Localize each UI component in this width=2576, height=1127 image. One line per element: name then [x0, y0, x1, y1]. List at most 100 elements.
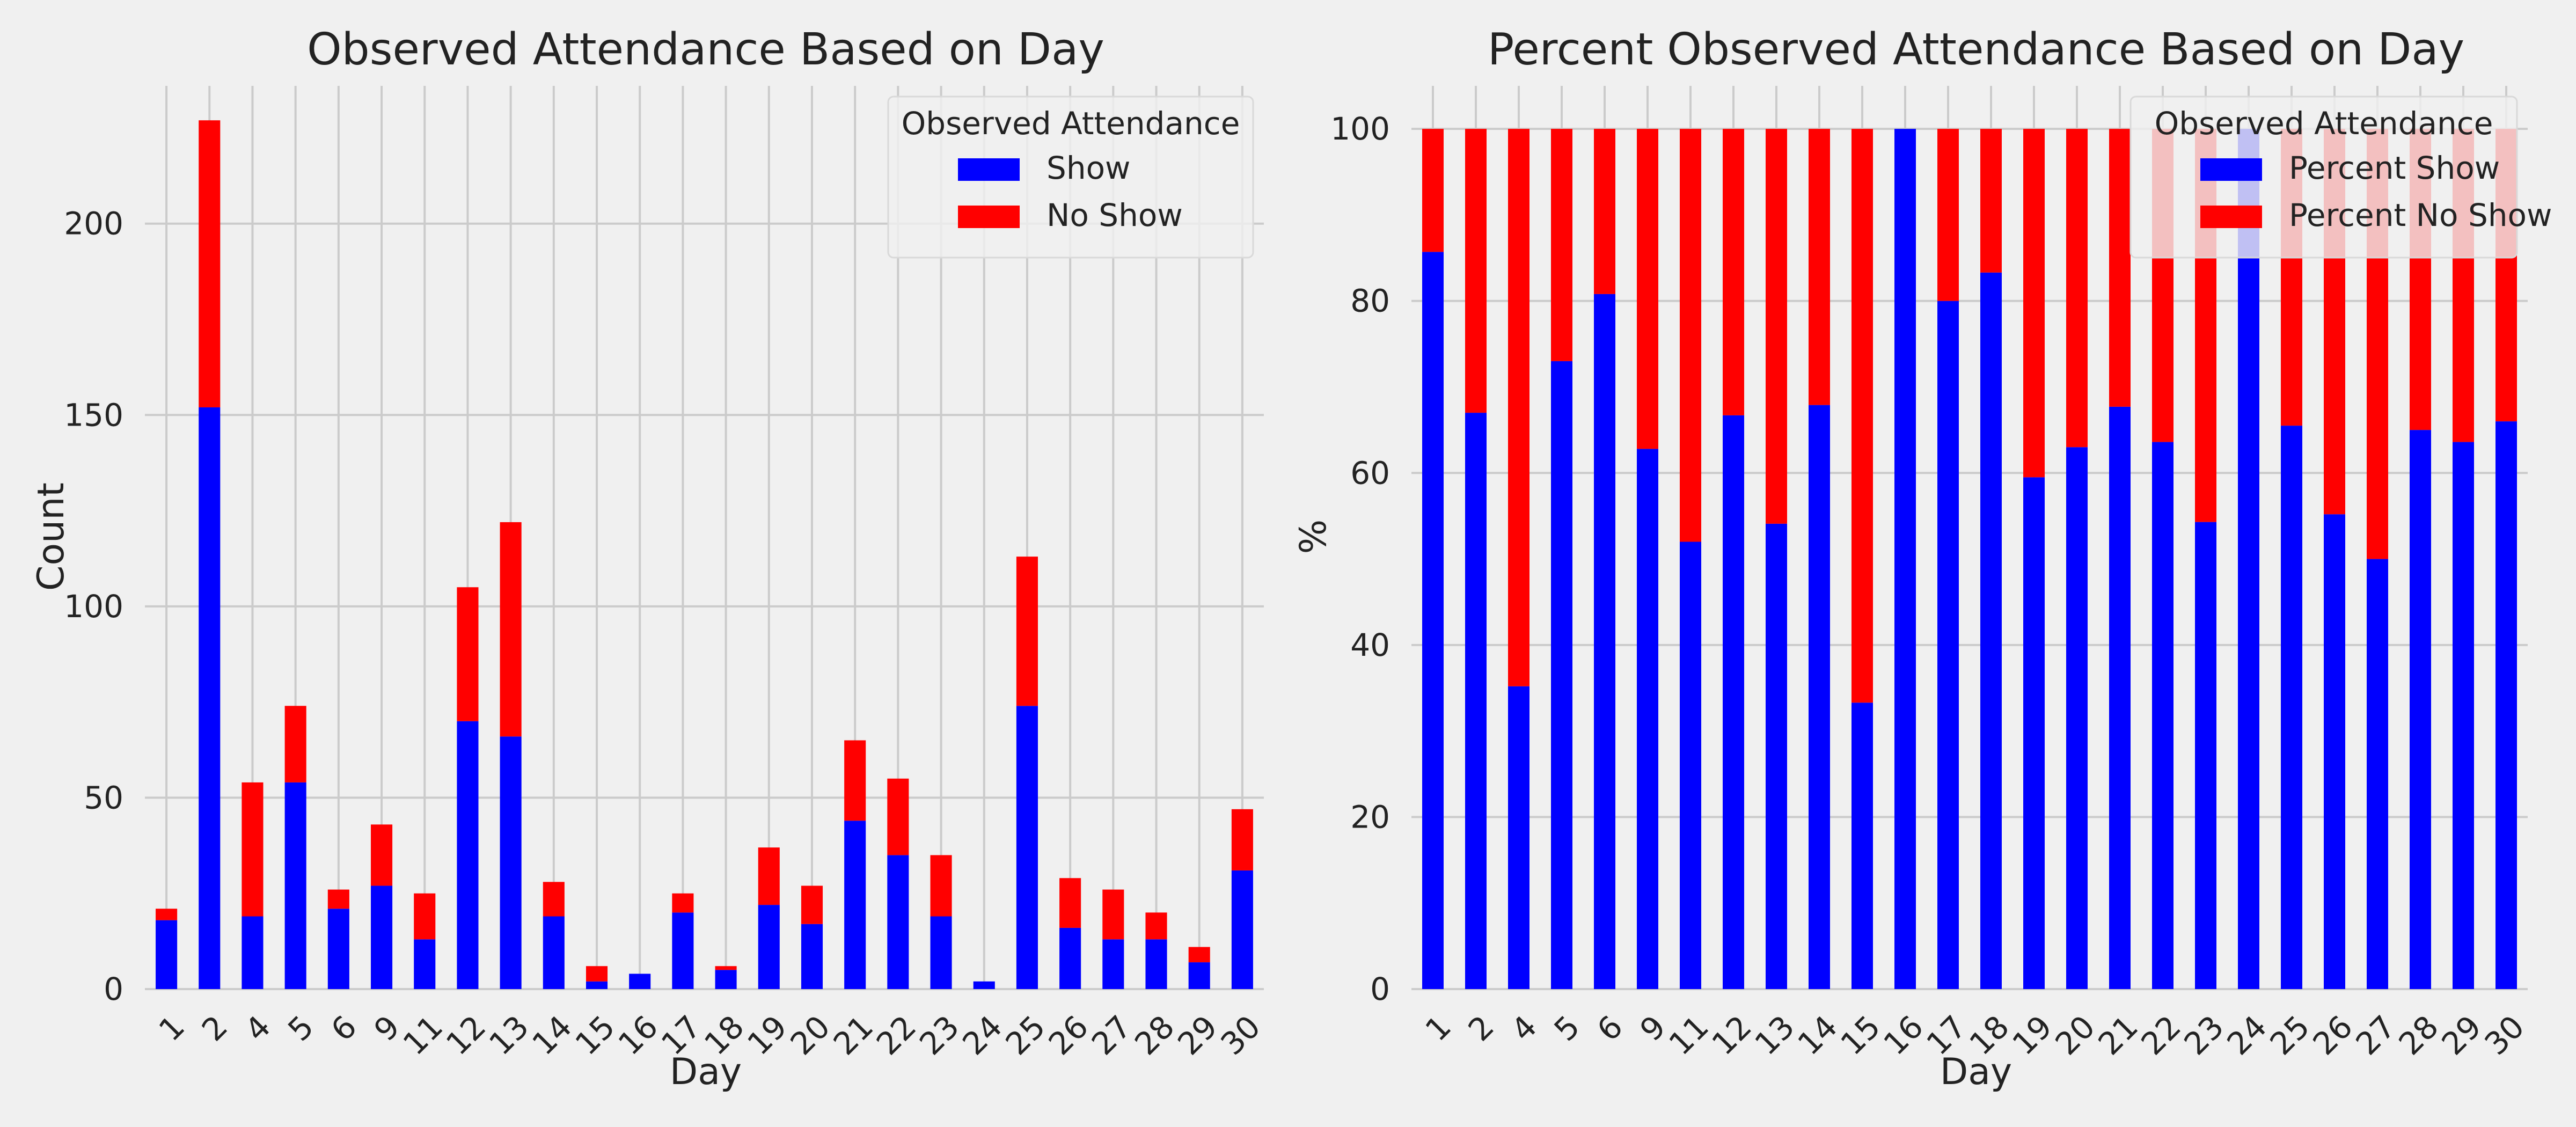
y-tick-label: 50 [84, 779, 123, 816]
y-tick-label: 100 [64, 588, 123, 625]
bar-percent-no-show [1851, 129, 1873, 703]
bar-percent-show [1551, 361, 1572, 989]
bar-percent-no-show [1723, 129, 1744, 415]
x-tick-label: 9 [367, 1008, 407, 1048]
legend: Observed Attendance Percent Show Percent N… [2129, 96, 2552, 259]
bars [156, 120, 1253, 989]
legend-label: Percent No Show [2289, 197, 2552, 233]
bar-no-show [586, 966, 608, 982]
x-tick-label: 30 [2478, 1008, 2531, 1062]
bar-percent-show [1980, 272, 2002, 989]
bar-percent-no-show [1422, 129, 1444, 252]
legend-label: Percent Show [2289, 150, 2500, 186]
bar-no-show [156, 909, 178, 920]
bar-percent-show [2410, 430, 2431, 990]
bar-percent-show [2367, 559, 2388, 989]
bar-show [672, 912, 694, 989]
bar-no-show [1231, 809, 1253, 870]
y-tick-label: 80 [1350, 283, 1390, 319]
bar-no-show [1145, 912, 1167, 940]
x-tick-label: 9 [1633, 1008, 1673, 1048]
bar-percent-show [2023, 477, 2045, 989]
bar-show [629, 974, 651, 989]
x-tick-label: 5 [281, 1008, 320, 1048]
x-tick-label: 6 [324, 1008, 364, 1048]
bar-percent-show [2152, 442, 2174, 989]
bar-show [199, 407, 221, 989]
bar-no-show [327, 889, 349, 909]
bar-show [1188, 962, 1210, 989]
bar-percent-show [2281, 426, 2302, 989]
bar-no-show [1102, 889, 1124, 940]
chart-title: Observed Attendance Based on Day [307, 24, 1104, 75]
bar-percent-no-show [1637, 129, 1658, 449]
bar-percent-no-show [1551, 129, 1572, 361]
bar-percent-show [1723, 415, 1744, 989]
bar-percent-show [1465, 413, 1487, 989]
legend-swatch [2200, 158, 2262, 181]
x-tick-label: 2 [195, 1008, 235, 1048]
chart-title: Percent Observed Attendance Based on Day [1488, 24, 2464, 75]
bar-show [284, 782, 306, 989]
bar-no-show [199, 120, 221, 408]
bar-no-show [844, 740, 866, 821]
legend-label: No Show [1046, 197, 1183, 233]
y-tick-label: 0 [1370, 971, 1390, 1007]
y-tick-label: 0 [104, 971, 123, 1007]
bar-no-show [715, 966, 737, 970]
bar-show [500, 736, 522, 989]
y-tick-label: 100 [1330, 111, 1390, 147]
bar-percent-show [2453, 442, 2474, 989]
bar-percent-show [2195, 522, 2216, 989]
chart-panel-percent: Percent Observed Attendance Based on Day… [1292, 24, 2552, 1093]
bar-percent-show [1680, 541, 1701, 989]
x-tick-label: 1 [152, 1008, 192, 1048]
bar-show [1231, 870, 1253, 989]
x-tick-label: 30 [1214, 1008, 1268, 1062]
bar-no-show [930, 855, 952, 917]
x-tick-label: 4 [238, 1008, 277, 1048]
bar-percent-show [1637, 449, 1658, 989]
bar-show [1145, 939, 1167, 989]
bar-percent-show [2496, 421, 2517, 989]
bar-no-show [241, 782, 264, 917]
bar-show [973, 981, 995, 989]
bar-percent-no-show [1465, 129, 1487, 413]
y-tick-label: 150 [64, 397, 123, 433]
legend: Observed Attendance Show No Show [887, 96, 1254, 259]
bar-percent-show [1594, 294, 1615, 990]
x-tick-label: 1 [1418, 1008, 1458, 1048]
y-axis-label: % [1292, 519, 1335, 554]
legend-title: Observed Attendance [902, 105, 1240, 142]
x-tick-label: 6 [1590, 1008, 1630, 1048]
x-tick-label: 2 [1461, 1008, 1501, 1048]
y-tick-label: 200 [64, 206, 123, 242]
bar-no-show [801, 885, 823, 924]
legend-swatch [2200, 206, 2262, 228]
bar-no-show [543, 882, 565, 917]
bar-percent-no-show [2023, 129, 2045, 478]
bar-show [801, 924, 823, 989]
grid [145, 86, 1264, 990]
y-tick-label: 60 [1350, 455, 1390, 491]
bar-percent-no-show [1766, 129, 1787, 524]
bar-percent-no-show [1937, 129, 1959, 301]
bar-no-show [284, 706, 306, 782]
bar-percent-show [2109, 406, 2131, 989]
bar-percent-no-show [1594, 129, 1615, 294]
x-axis-label: Day [670, 1051, 742, 1093]
bar-show [156, 920, 178, 989]
y-tick-label: 20 [1350, 799, 1390, 835]
bar-percent-show [2238, 129, 2259, 990]
bar-show [1059, 927, 1081, 989]
bar-percent-show [2066, 447, 2088, 989]
bar-show [241, 916, 264, 989]
bar-no-show [672, 893, 694, 913]
bar-percent-no-show [2066, 129, 2088, 448]
bar-percent-show [1508, 686, 1529, 989]
chart-panel-count: Observed Attendance Based on Day Day Cou… [30, 24, 1268, 1093]
bar-show [327, 909, 349, 989]
bar-no-show [887, 778, 909, 855]
bar-show [844, 821, 866, 989]
